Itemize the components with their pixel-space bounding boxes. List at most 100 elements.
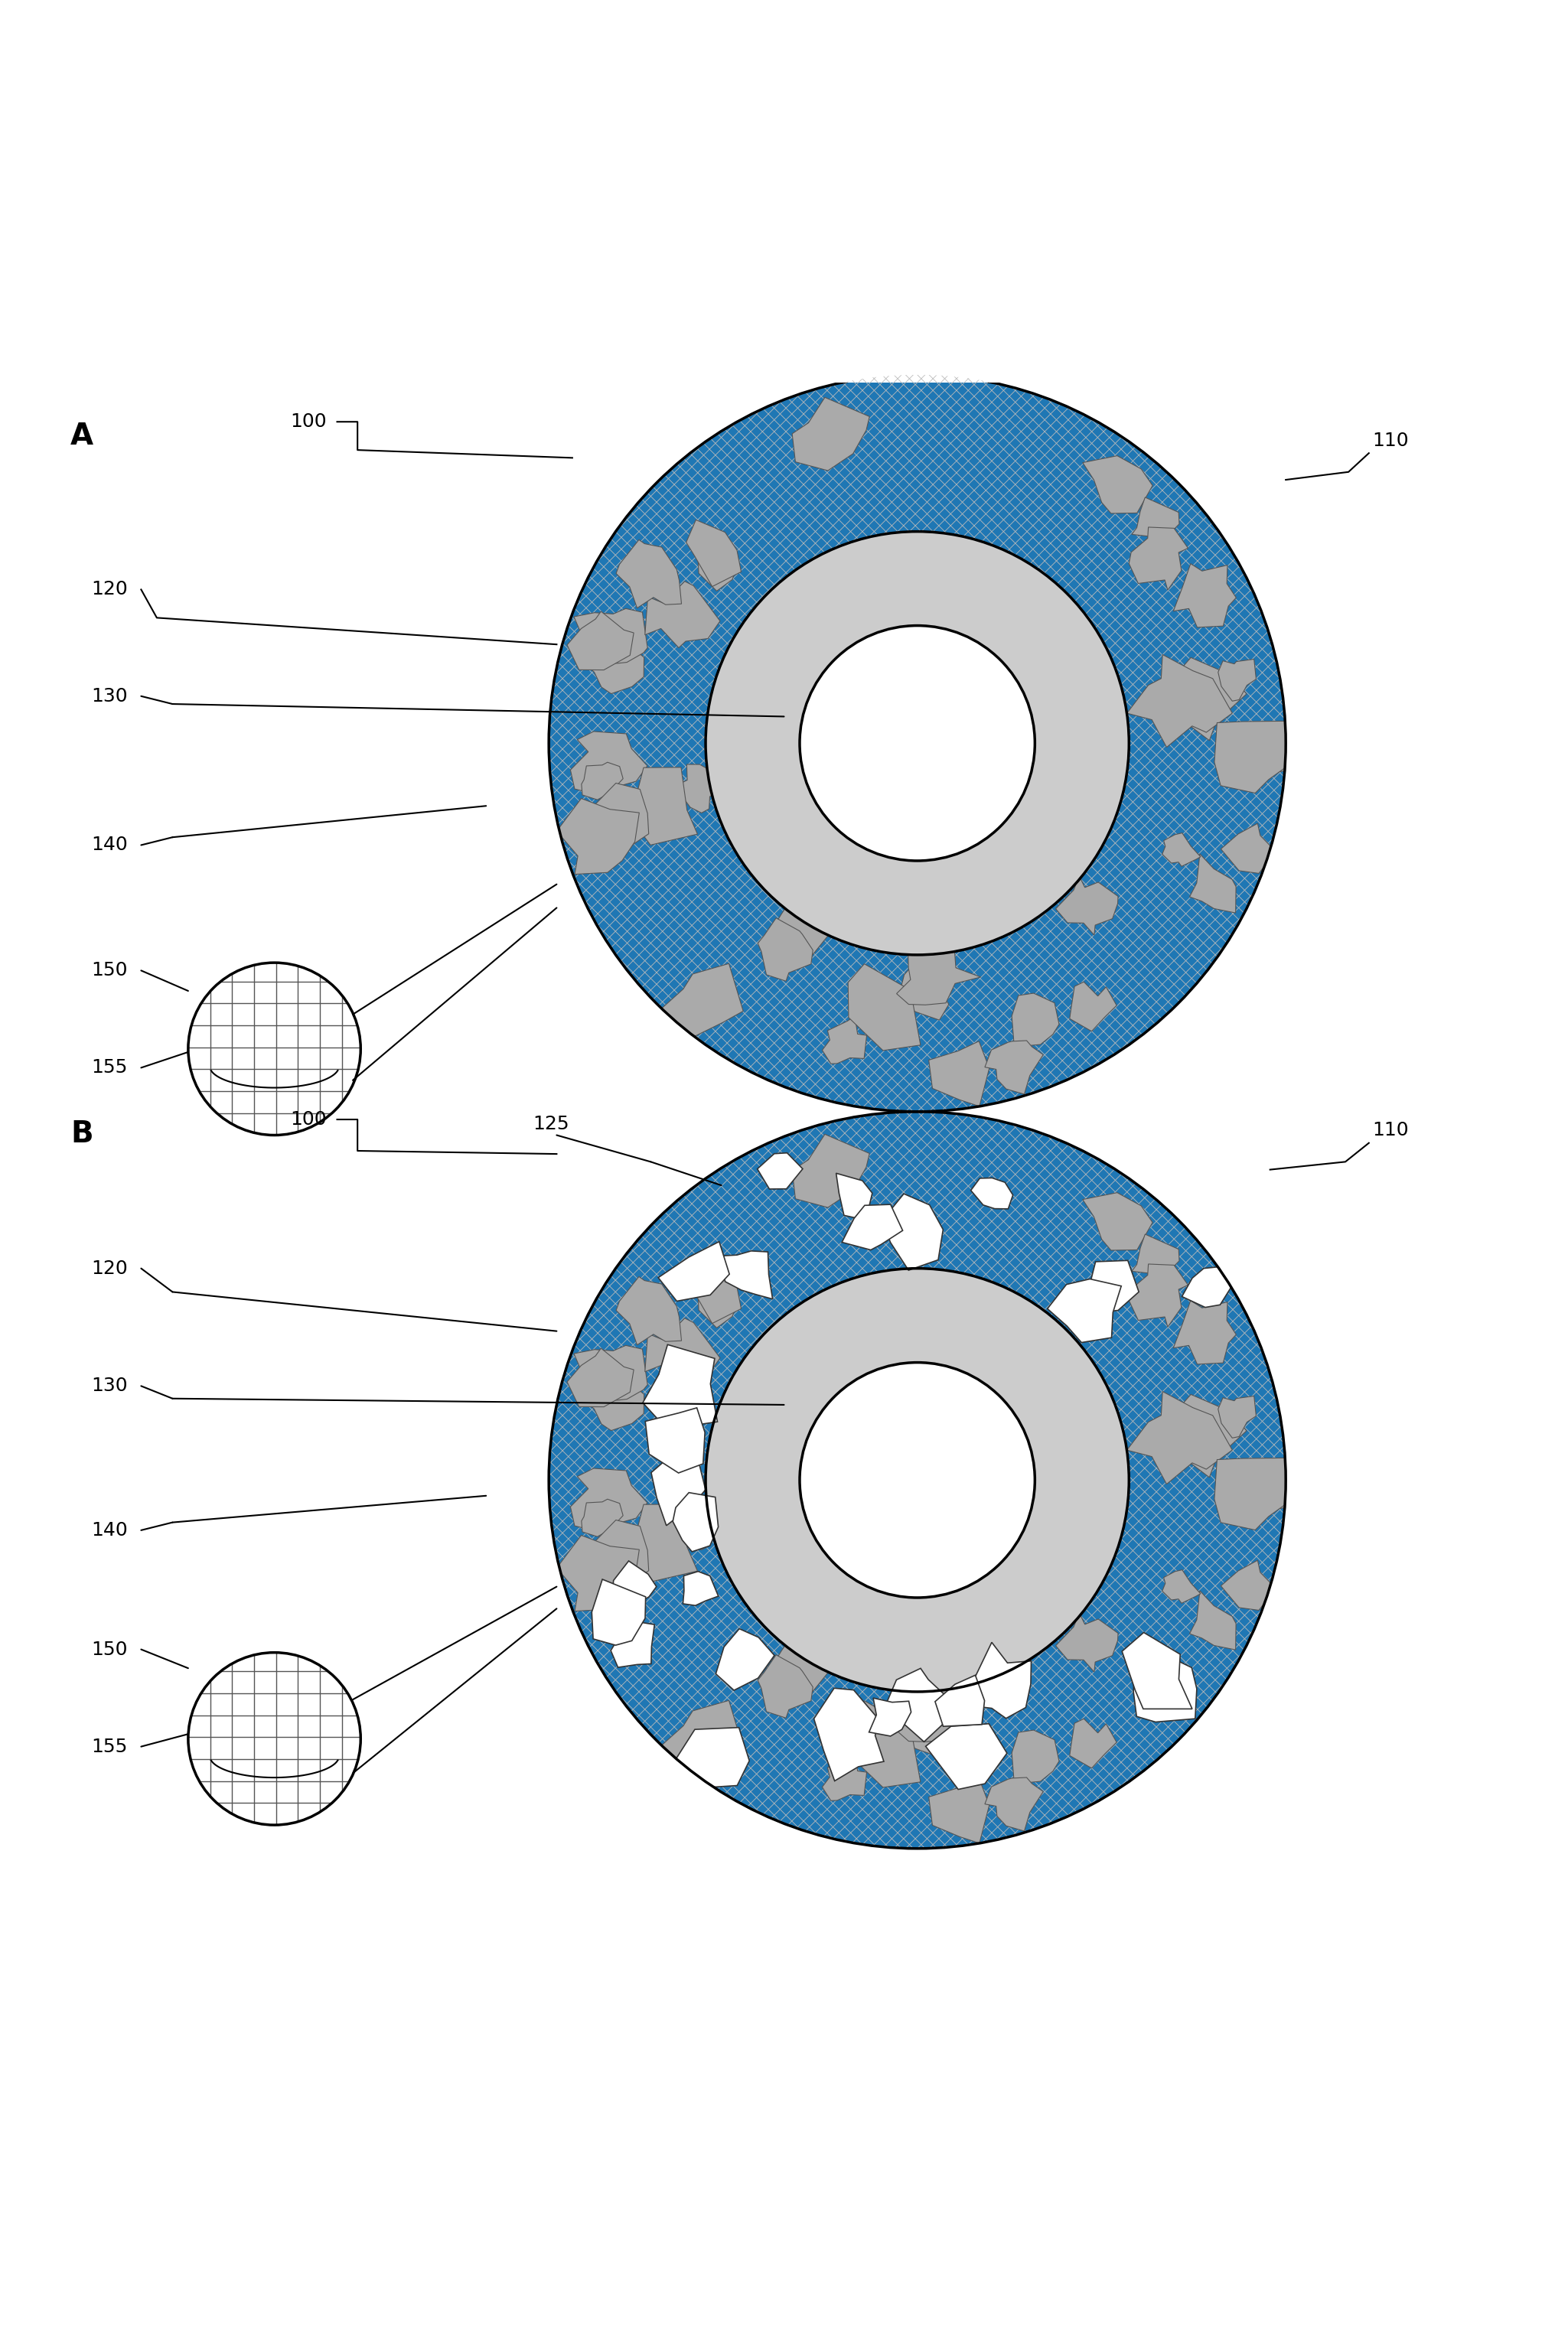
Polygon shape xyxy=(848,1701,920,1787)
Circle shape xyxy=(549,376,1286,1111)
Polygon shape xyxy=(591,1579,646,1645)
Text: 130: 130 xyxy=(91,1376,127,1395)
Text: 155: 155 xyxy=(91,1738,127,1757)
Polygon shape xyxy=(971,1642,1032,1719)
Polygon shape xyxy=(612,1561,657,1610)
Polygon shape xyxy=(574,1346,648,1400)
Polygon shape xyxy=(662,964,743,1041)
Polygon shape xyxy=(886,1668,955,1743)
Polygon shape xyxy=(1190,854,1236,912)
Polygon shape xyxy=(869,1698,911,1736)
Polygon shape xyxy=(757,917,812,982)
Polygon shape xyxy=(591,1521,649,1593)
Polygon shape xyxy=(897,1668,980,1743)
Polygon shape xyxy=(792,1134,870,1208)
Polygon shape xyxy=(1218,660,1256,702)
Polygon shape xyxy=(814,1689,884,1780)
Circle shape xyxy=(549,1111,1286,1848)
Circle shape xyxy=(188,964,361,1136)
Circle shape xyxy=(549,1111,1286,1848)
Text: 120: 120 xyxy=(91,1260,127,1278)
Polygon shape xyxy=(557,1535,640,1612)
Text: 150: 150 xyxy=(91,1640,127,1659)
Polygon shape xyxy=(822,1752,867,1801)
Text: 150: 150 xyxy=(91,961,127,980)
Polygon shape xyxy=(720,1250,773,1299)
Polygon shape xyxy=(1239,721,1297,775)
Polygon shape xyxy=(1011,994,1058,1048)
Text: 140: 140 xyxy=(91,835,127,854)
Polygon shape xyxy=(1214,1458,1290,1530)
Polygon shape xyxy=(616,1276,682,1346)
Polygon shape xyxy=(1069,1719,1116,1768)
Polygon shape xyxy=(881,1194,942,1269)
Polygon shape xyxy=(1129,527,1189,590)
Polygon shape xyxy=(644,581,720,649)
Polygon shape xyxy=(1127,656,1232,747)
Polygon shape xyxy=(568,611,633,670)
Polygon shape xyxy=(1074,1260,1138,1313)
Polygon shape xyxy=(935,1675,985,1726)
Polygon shape xyxy=(822,1015,867,1064)
Text: 100: 100 xyxy=(290,413,326,432)
Polygon shape xyxy=(616,539,682,609)
Polygon shape xyxy=(897,931,980,1006)
Text: B: B xyxy=(71,1120,93,1148)
Polygon shape xyxy=(900,964,949,1020)
Polygon shape xyxy=(612,1621,654,1668)
Polygon shape xyxy=(1173,1299,1236,1365)
Circle shape xyxy=(188,964,361,1136)
Polygon shape xyxy=(836,1173,872,1220)
Polygon shape xyxy=(651,1456,706,1526)
Polygon shape xyxy=(643,1344,718,1430)
Polygon shape xyxy=(557,798,640,875)
Polygon shape xyxy=(1132,1234,1179,1283)
Polygon shape xyxy=(582,763,622,800)
Circle shape xyxy=(549,1111,1286,1848)
Text: 120: 120 xyxy=(91,581,127,600)
Polygon shape xyxy=(1082,1192,1152,1250)
Polygon shape xyxy=(577,1369,644,1430)
Polygon shape xyxy=(765,903,828,966)
Polygon shape xyxy=(1047,1278,1121,1341)
Text: 140: 140 xyxy=(91,1521,127,1540)
Polygon shape xyxy=(1127,1390,1232,1484)
Polygon shape xyxy=(1239,1458,1297,1509)
Polygon shape xyxy=(1154,658,1247,740)
Polygon shape xyxy=(577,635,644,693)
Polygon shape xyxy=(928,1041,989,1106)
Polygon shape xyxy=(671,765,721,812)
Circle shape xyxy=(706,532,1129,954)
Polygon shape xyxy=(684,1572,718,1605)
Polygon shape xyxy=(676,1726,750,1787)
Polygon shape xyxy=(757,1153,803,1190)
Polygon shape xyxy=(765,1640,828,1703)
Polygon shape xyxy=(574,609,648,663)
Circle shape xyxy=(549,376,1286,1111)
Polygon shape xyxy=(632,1505,698,1582)
Polygon shape xyxy=(646,1407,706,1472)
Polygon shape xyxy=(1055,1612,1118,1673)
Polygon shape xyxy=(687,1257,742,1323)
Text: 100: 100 xyxy=(290,1111,326,1129)
Text: 155: 155 xyxy=(91,1059,127,1078)
Polygon shape xyxy=(971,1178,1013,1208)
Text: 125: 125 xyxy=(533,1115,569,1134)
Text: 110: 110 xyxy=(1372,432,1408,450)
Polygon shape xyxy=(792,397,870,471)
Polygon shape xyxy=(591,784,649,856)
Polygon shape xyxy=(1182,1267,1234,1306)
Polygon shape xyxy=(1055,877,1118,936)
Polygon shape xyxy=(1123,1633,1192,1708)
Circle shape xyxy=(706,1269,1129,1691)
Polygon shape xyxy=(1162,1570,1201,1603)
Text: A: A xyxy=(71,422,94,450)
Text: 110: 110 xyxy=(1372,1122,1408,1139)
Polygon shape xyxy=(1154,1395,1247,1477)
Polygon shape xyxy=(659,1241,729,1302)
Polygon shape xyxy=(1132,497,1179,546)
Polygon shape xyxy=(928,1778,989,1843)
Circle shape xyxy=(800,625,1035,861)
Polygon shape xyxy=(568,1348,633,1407)
Polygon shape xyxy=(632,768,698,845)
